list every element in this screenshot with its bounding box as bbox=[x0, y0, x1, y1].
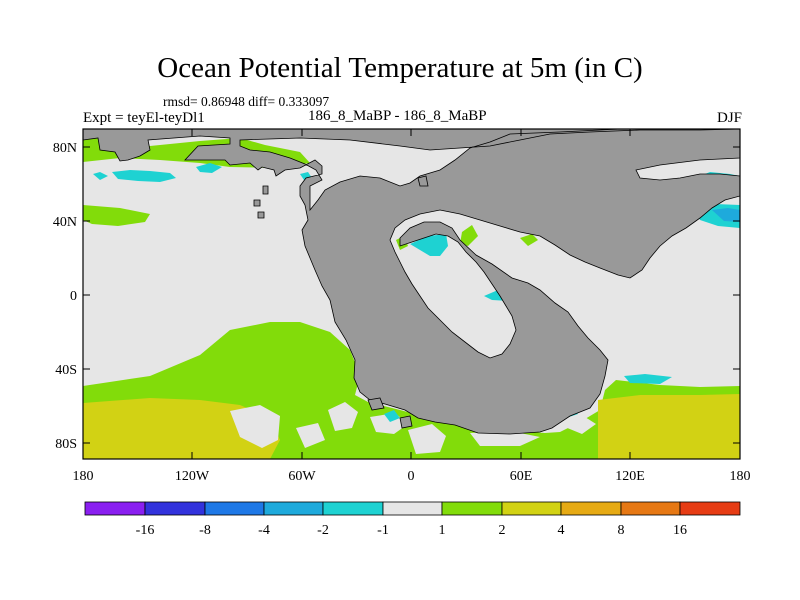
colorbar bbox=[84, 501, 741, 516]
statistics-label: rmsd= 0.86948 diff= 0.333097 bbox=[163, 94, 330, 109]
colorbar-box-2 bbox=[204, 501, 265, 516]
colorbar-label: 8 bbox=[618, 523, 625, 538]
colorbar-label: -8 bbox=[199, 523, 211, 538]
y-tick-80s: 80S bbox=[55, 437, 77, 452]
warm-anomaly-yellow bbox=[83, 394, 740, 459]
colorbar-label: 16 bbox=[673, 523, 687, 538]
x-tick-60e: 60E bbox=[510, 469, 533, 484]
colorbar-box-7 bbox=[501, 501, 562, 516]
map-title: Ocean Potential Temperature at 5m (in C) bbox=[157, 52, 643, 84]
x-tick-120w: 120W bbox=[175, 469, 210, 484]
colorbar-box-5 bbox=[382, 501, 443, 516]
land-mass bbox=[83, 129, 740, 435]
colorbar-label: -16 bbox=[136, 523, 155, 538]
y-tick-0: 0 bbox=[70, 289, 77, 304]
colorbar-labels: -16 -8 -4 -2 -1 1 2 4 8 16 bbox=[136, 523, 687, 538]
x-tick-0: 0 bbox=[408, 469, 415, 484]
colorbar-box-10 bbox=[679, 501, 741, 516]
colorbar-box-6 bbox=[441, 501, 503, 516]
x-tick-180-right: 180 bbox=[730, 469, 751, 484]
colorbar-box-9 bbox=[620, 501, 681, 516]
x-axis-labels: 180 120W 60W 0 60E 120E 180 bbox=[73, 469, 751, 484]
colorbar-label: 2 bbox=[499, 523, 506, 538]
colorbar-label: -4 bbox=[258, 523, 270, 538]
y-tick-80n: 80N bbox=[53, 141, 77, 156]
map-plot-area bbox=[83, 129, 740, 459]
season-label: DJF bbox=[716, 110, 742, 126]
colorbar-label: 4 bbox=[558, 523, 565, 538]
x-axis-ticks bbox=[191, 129, 631, 459]
colorbar-box-8 bbox=[560, 501, 622, 516]
experiment-label: Expt = teyEl-teyDl1 bbox=[83, 110, 205, 126]
colorbar-label: -2 bbox=[317, 523, 329, 538]
colorbar-box-0 bbox=[84, 501, 146, 516]
colorbar-box-3 bbox=[263, 501, 324, 516]
x-tick-120e: 120E bbox=[615, 469, 645, 484]
y-tick-40n: 40N bbox=[53, 215, 77, 230]
x-tick-180-left: 180 bbox=[73, 469, 94, 484]
colorbar-box-1 bbox=[144, 501, 206, 516]
x-tick-60w: 60W bbox=[288, 469, 316, 484]
colorbar-label: -1 bbox=[377, 523, 389, 538]
y-tick-40s: 40S bbox=[55, 363, 77, 378]
y-axis-ticks bbox=[83, 146, 740, 444]
colorbar-label: 1 bbox=[439, 523, 446, 538]
colorbar-box-4 bbox=[322, 501, 384, 516]
y-axis-labels: 80N 40N 0 40S 80S bbox=[53, 141, 77, 452]
comparison-label: 186_8_MaBP - 186_8_MaBP bbox=[308, 108, 487, 124]
